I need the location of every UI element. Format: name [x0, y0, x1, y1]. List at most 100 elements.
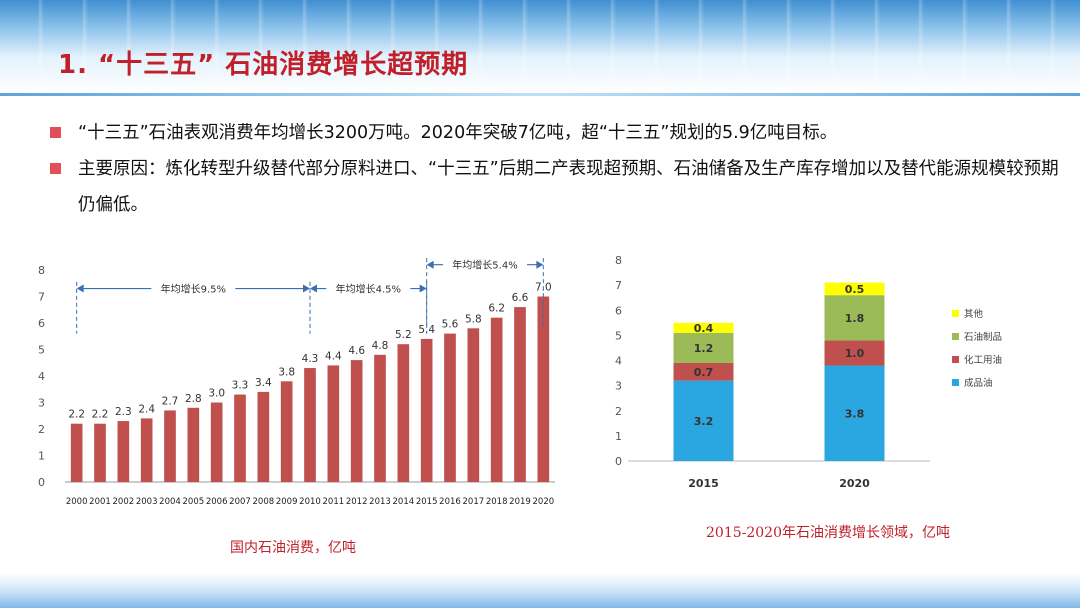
bar	[374, 354, 386, 482]
x-tick-label: 2002	[113, 497, 135, 507]
header-band	[0, 0, 1080, 95]
x-tick-label: 2019	[509, 497, 531, 507]
bullet-square-icon	[50, 163, 61, 174]
y-tick-label: 0	[38, 476, 45, 489]
bullet-item: 主要原因：炼化转型升级替代部分原料进口、“十三五”后期二产表现超预期、石油储备及…	[50, 151, 1060, 223]
x-tick-label: 2015	[416, 497, 438, 507]
segment-value-label: 3.8	[845, 407, 865, 420]
x-tick-label: 2007	[229, 497, 251, 507]
stacked-segment	[824, 295, 885, 341]
annotation-label-bg	[443, 256, 527, 272]
bullet-square-icon	[50, 127, 61, 138]
bar	[164, 410, 176, 482]
y-tick-label: 2	[615, 405, 622, 418]
bar	[257, 391, 270, 482]
bar	[490, 317, 503, 482]
y-tick-label: 3	[615, 380, 622, 393]
bar	[234, 394, 246, 482]
chart-caption: 2015-2020年石油消费增长领域，亿吨	[706, 525, 950, 541]
x-tick-label: 2008	[253, 497, 275, 507]
bullet-text: “十三五”石油表观消费年均增长3200万吨。2020年突破7亿吨，超“十三五”规…	[78, 123, 838, 143]
bar	[397, 344, 410, 482]
x-tick-label: 2014	[393, 497, 415, 507]
stacked-segment	[824, 282, 885, 296]
bar	[280, 381, 293, 482]
bar-value-label: 4.6	[348, 345, 365, 357]
page-title: 1. “十三五” 石油消费增长超预期	[58, 50, 469, 80]
bar-value-label: 3.0	[208, 388, 225, 400]
arrow-head-left-icon	[310, 284, 317, 293]
bar	[94, 423, 106, 482]
bullet-list: “十三五”石油表观消费年均增长3200万吨。2020年突破7亿吨，超“十三五”规…	[50, 115, 1060, 223]
chart-caption: 国内石油消费，亿吨	[230, 540, 356, 556]
arrow-head-left-icon	[426, 260, 434, 269]
bar-value-label: 2.4	[138, 403, 155, 415]
segment-value-label: 1.2	[694, 342, 714, 355]
bar-value-label: 5.2	[395, 329, 412, 341]
bullet-item: “十三五”石油表观消费年均增长3200万吨。2020年突破7亿吨，超“十三五”规…	[50, 115, 1060, 151]
bar-value-label: 5.4	[418, 324, 435, 336]
segment-value-label: 0.7	[694, 366, 714, 379]
x-tick-label: 2001	[89, 497, 111, 507]
legend-swatch	[952, 379, 959, 386]
stacked-segment	[673, 322, 734, 333]
annotation-label: 年均增长9.5%	[161, 283, 226, 296]
legend-label: 成品油	[964, 377, 993, 389]
x-tick-label: 2017	[463, 497, 485, 507]
bar	[187, 407, 200, 482]
bar-value-label: 2.7	[162, 395, 179, 407]
legend-swatch	[952, 310, 959, 317]
x-tick-label: 2018	[486, 497, 508, 507]
y-tick-label: 1	[615, 430, 622, 443]
y-tick-label: 6	[38, 317, 45, 330]
x-tick-label: 2015	[688, 477, 719, 490]
bar-value-label: 3.3	[232, 380, 249, 392]
bar-value-label: 6.6	[512, 292, 529, 304]
x-tick-label: 2006	[206, 497, 228, 507]
bar-value-label: 4.8	[372, 340, 389, 352]
x-tick-label: 2003	[136, 497, 158, 507]
legend-label: 化工用油	[964, 354, 1002, 366]
x-tick-label: 2020	[533, 497, 555, 507]
y-tick-label: 3	[38, 397, 45, 410]
bar-value-label: 2.3	[115, 406, 132, 418]
x-tick-label: 2000	[66, 497, 88, 507]
segment-value-label: 1.0	[845, 347, 865, 360]
footer-band	[0, 573, 1080, 608]
bar	[327, 365, 340, 482]
y-tick-label: 8	[38, 264, 45, 277]
segment-value-label: 0.4	[694, 322, 714, 335]
arrow-head-right-icon	[303, 284, 310, 293]
bar-value-label: 2.8	[185, 393, 202, 405]
bar-value-label: 4.4	[325, 350, 342, 362]
annotation-label-bg	[326, 280, 411, 296]
bar	[467, 328, 480, 482]
x-tick-label: 2012	[346, 497, 368, 507]
arrow-head-right-icon	[419, 284, 427, 293]
stacked-segment	[824, 365, 885, 461]
y-tick-label: 6	[615, 304, 622, 317]
bar	[444, 333, 456, 482]
x-tick-label: 2010	[299, 497, 321, 507]
x-tick-label: 2004	[159, 497, 181, 507]
y-tick-label: 2	[38, 423, 45, 436]
y-tick-label: 1	[38, 450, 45, 463]
domestic-consumption-bar-chart: 0 1 2 3 4 5 6 7 8 2.2 2000 2.2 2001 2.3 2002 2.4 2003 2.…	[38, 256, 555, 556]
x-tick-label: 2005	[183, 497, 205, 507]
bar	[420, 338, 433, 482]
y-tick-label: 5	[615, 329, 622, 342]
y-tick-label: 5	[38, 344, 45, 357]
stacked-segment	[673, 363, 734, 381]
bullet-text: 主要原因：炼化转型升级替代部分原料进口、“十三五”后期二产表现超预期、石油储备及…	[78, 159, 1059, 215]
bar	[140, 418, 153, 482]
stacked-segment	[673, 332, 734, 364]
y-tick-label: 7	[38, 291, 45, 304]
y-tick-label: 4	[615, 355, 622, 368]
legend-label: 石油制品	[964, 331, 1002, 343]
y-tick-label: 8	[615, 254, 622, 267]
bar	[514, 307, 526, 482]
bar	[304, 368, 316, 482]
bar	[117, 421, 130, 482]
segment-value-label: 1.8	[845, 312, 865, 325]
stacked-segment	[673, 380, 734, 461]
